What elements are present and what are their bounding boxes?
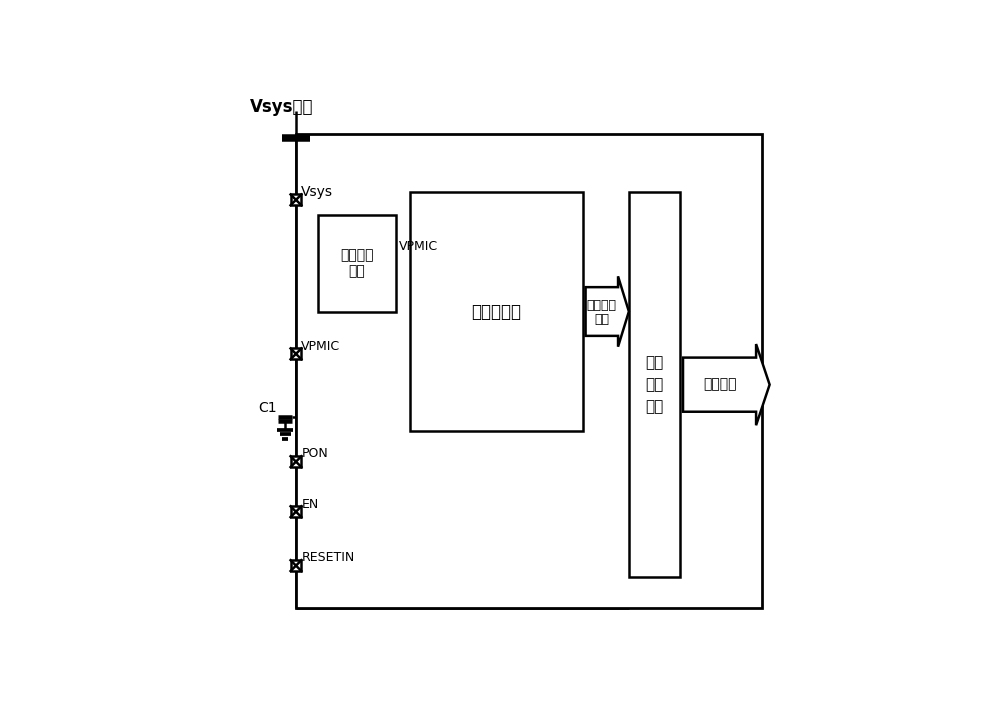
Bar [629,192,680,577]
Text: VPMIC: VPMIC [301,340,341,353]
Bar [291,560,301,571]
Text: PON: PON [301,448,328,460]
Text: 状态机模块: 状态机模块 [471,302,521,321]
Text: EN: EN [301,498,319,510]
Text: 第一变换: 第一变换 [340,248,374,262]
Bar [291,506,301,517]
Polygon shape [586,276,629,347]
Bar [318,215,396,311]
Polygon shape [683,344,770,425]
Text: 电路: 电路 [348,264,365,278]
Bar [410,192,583,431]
Text: 电源输出: 电源输出 [703,378,736,392]
Text: Vsys: Vsys [301,185,333,199]
Text: 控制电源: 控制电源 [587,299,617,311]
Bar [291,349,301,359]
Bar [296,134,762,608]
Bar [291,456,301,467]
Text: 第二: 第二 [645,356,664,370]
Text: Vsys电源: Vsys电源 [250,98,313,117]
Text: C1: C1 [258,401,277,415]
Text: RESETIN: RESETIN [301,551,355,565]
Text: VPMIC: VPMIC [399,240,438,252]
Text: 时序: 时序 [594,313,609,326]
Text: 变换: 变换 [645,378,664,392]
Bar [291,195,301,205]
Text: 电路: 电路 [645,399,664,414]
